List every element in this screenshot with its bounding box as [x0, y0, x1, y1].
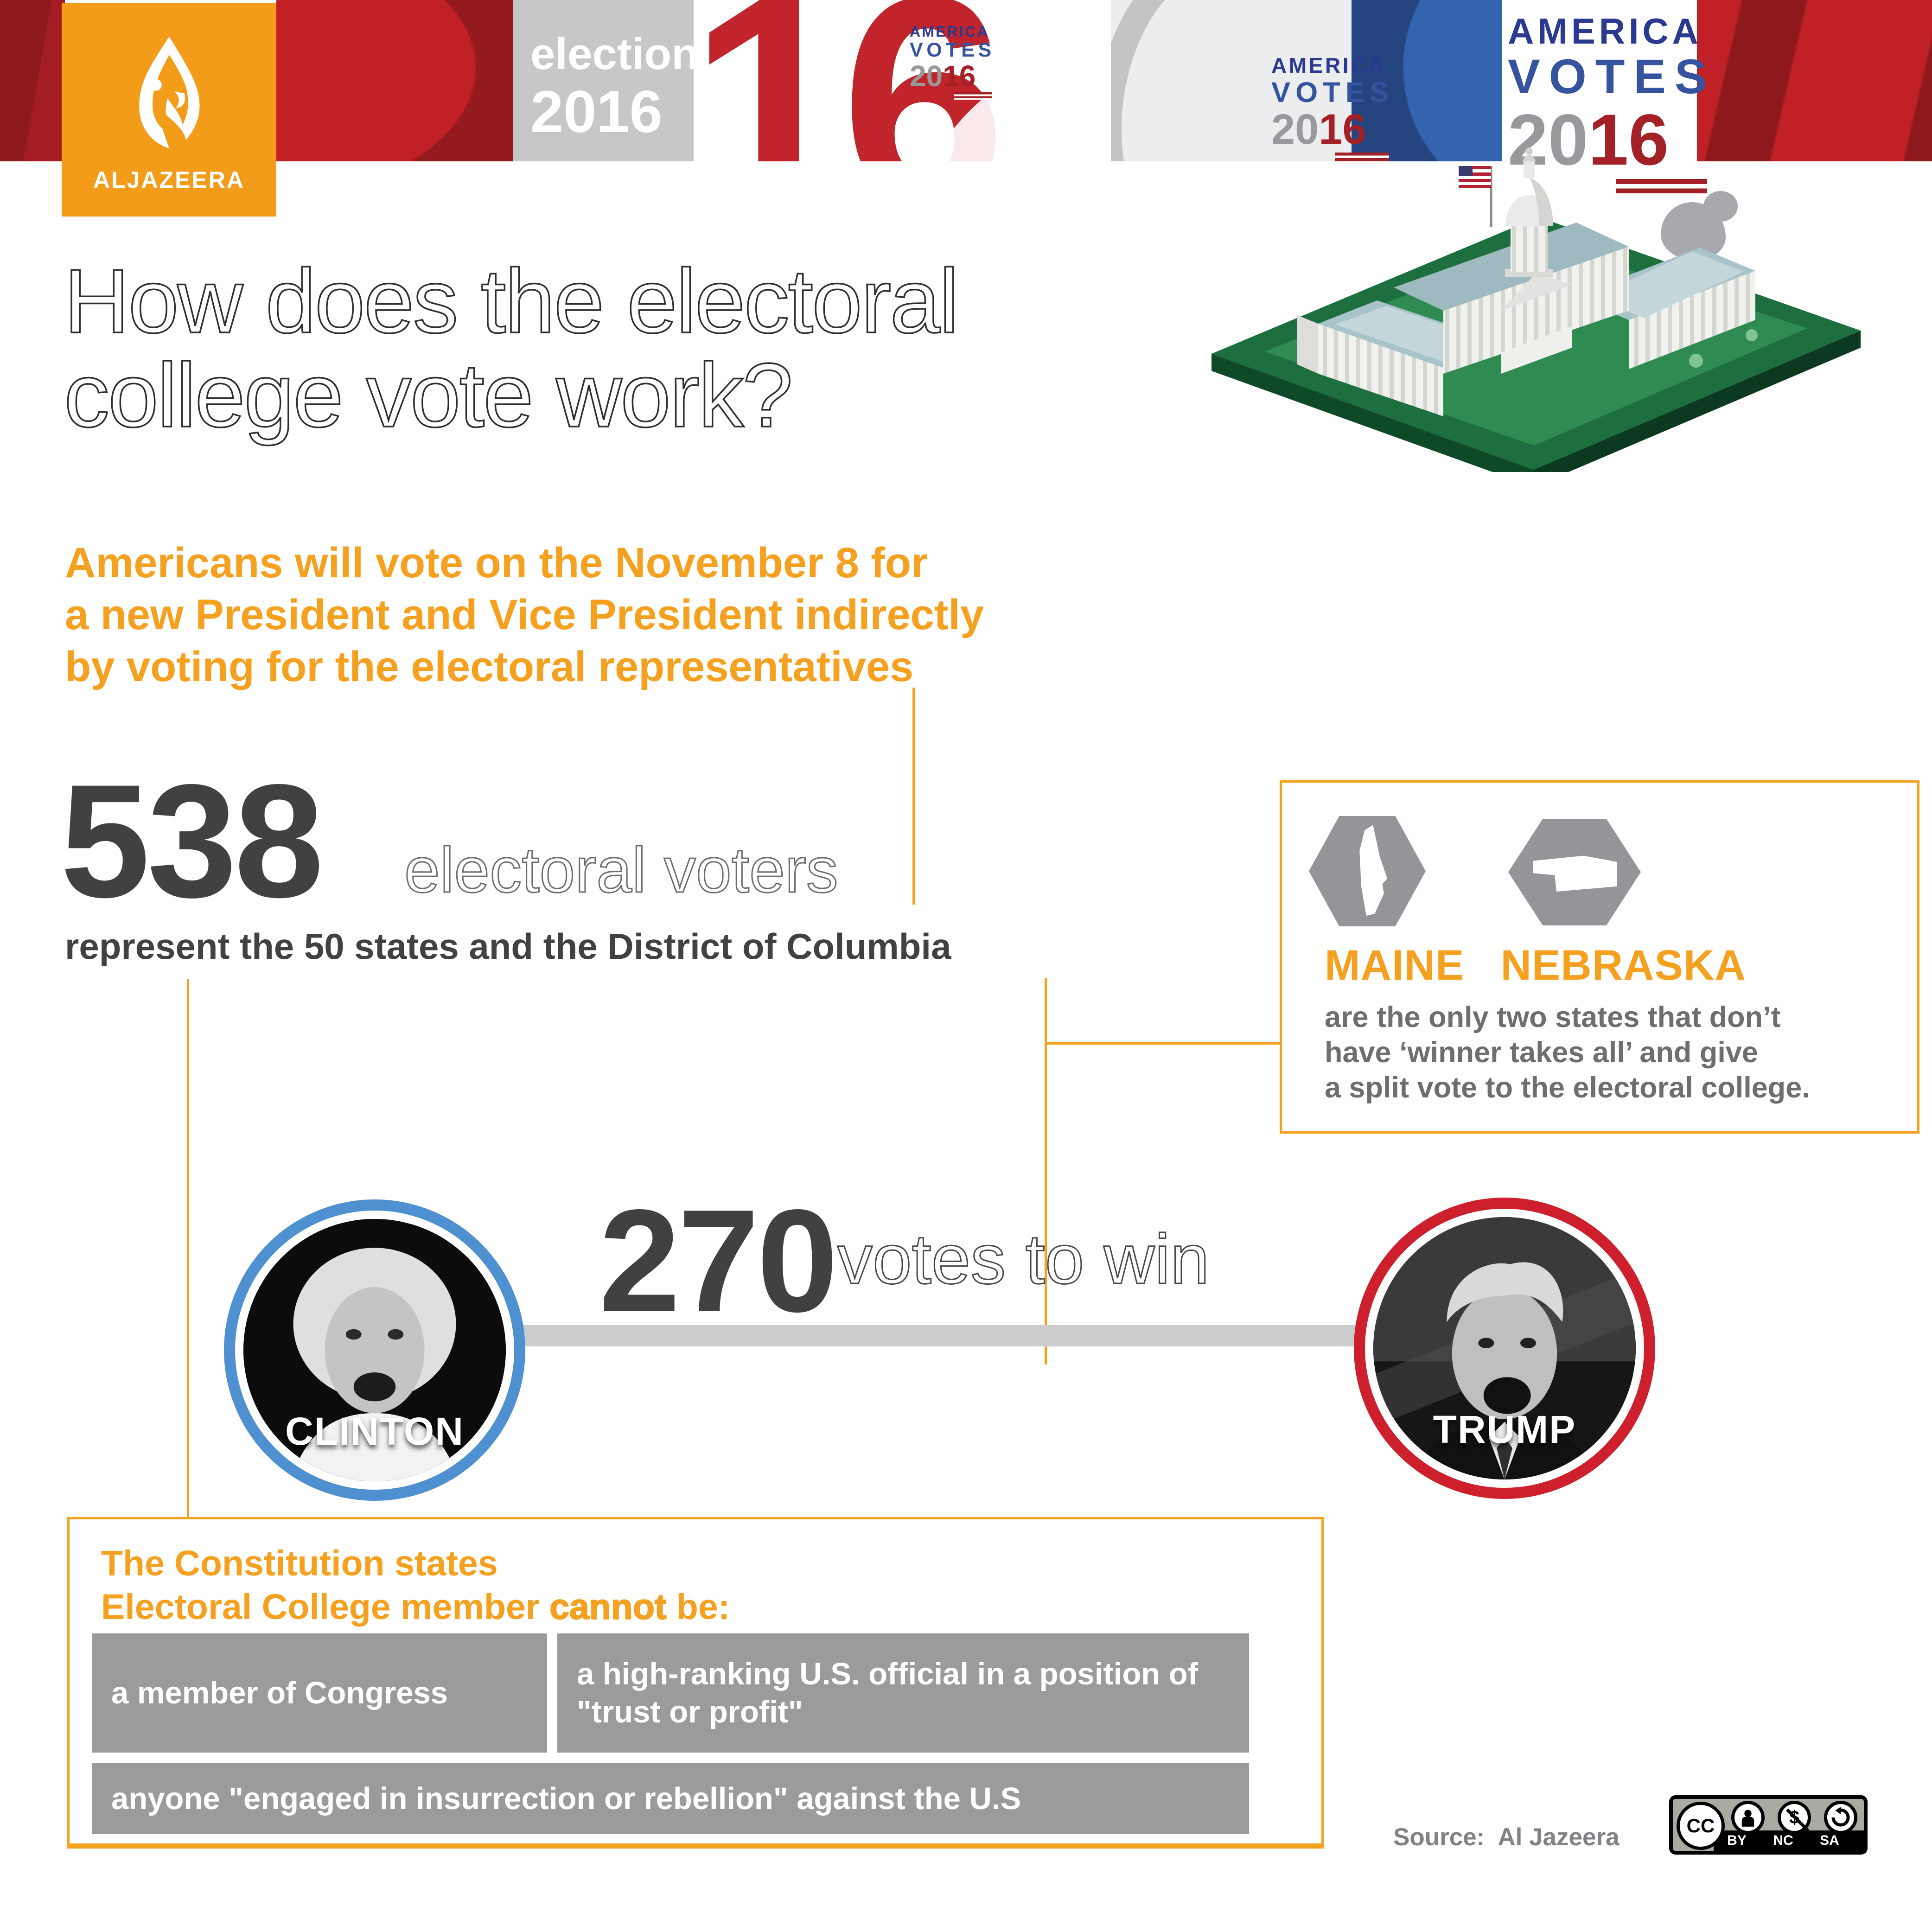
split-states-box: MAINE NEBRASKA are the only two states th… — [1280, 780, 1919, 1134]
clinton-name-label: CLINTON — [285, 1409, 464, 1453]
source-label: Source: — [1393, 1824, 1485, 1851]
maine-state-shape — [1359, 825, 1388, 916]
rule-box-insurrection: anyone "engaged in insurrection or rebel… — [92, 1763, 1249, 1834]
constitution-title-suffix: be: — [666, 1587, 730, 1627]
rule-box-congress: a member of Congress — [92, 1633, 547, 1753]
constitution-title-cannot: cannot — [549, 1587, 667, 1627]
source-line: Source: Al Jazeera — [1393, 1823, 1620, 1851]
intro-line2: a new President and Vice President indir… — [65, 591, 984, 638]
intro-text: Americans will vote on the November 8 fo… — [65, 537, 984, 693]
split-states-names: MAINE NEBRASKA — [1325, 941, 1746, 990]
constitution-title-line1: The Constitution states — [101, 1543, 498, 1583]
by-person-icon — [1731, 1801, 1765, 1834]
constitution-box: The Constitution states Electoral Colleg… — [67, 1517, 1324, 1849]
banner-gray-paren-block — [1111, 0, 1352, 161]
connector-subtitle-to-538 — [912, 688, 915, 905]
av-num-20: 20 — [1508, 99, 1588, 180]
election-badge-line1: election — [530, 29, 694, 79]
rule2-text: a high-ranking U.S. official in a positi… — [577, 1656, 1199, 1729]
banner-red-block-left — [0, 0, 65, 161]
stat-538-description: represent the 50 states and the District… — [65, 926, 951, 967]
banner-big-16-block: 16 — [694, 0, 1111, 161]
source-value: Al Jazeera — [1498, 1824, 1620, 1851]
av-num-16: 16 — [943, 59, 976, 93]
stat-270-label: votes to win — [837, 1220, 1211, 1299]
stat-538-value: 538 — [60, 751, 324, 931]
candidates-connector-bar — [482, 1325, 1405, 1346]
rule1-text: a member of Congress — [111, 1675, 448, 1710]
state-maine-label: MAINE — [1325, 942, 1465, 989]
split-states-text-line2: have ‘winner takes all’ and give — [1325, 1036, 1758, 1069]
connector-538-to-270 — [1045, 978, 1047, 1365]
aljazeera-flame-icon — [139, 36, 200, 148]
candidate-trump: TRUMP — [1354, 1198, 1655, 1499]
av-word-america: AMERICA — [1271, 53, 1386, 77]
rule3-text: anyone "engaged in insurrection or rebel… — [111, 1781, 1021, 1816]
intro-line3: by voting for the electoral representati… — [65, 643, 914, 690]
title-line2: college vote work? — [63, 344, 794, 446]
connector-538-to-constitution — [187, 979, 189, 1518]
cc-icon: CC — [1677, 1802, 1725, 1850]
america-votes-logo-medium: AMERICA VOTES 2016 — [1271, 55, 1394, 164]
av-num-20: 20 — [910, 59, 943, 93]
banner-red-block-right — [1697, 0, 1932, 161]
top-banner: election 2016 16 AMERICA VOTES 2016 AMER… — [0, 0, 1932, 198]
cc-license-badge: BY NC SA CC $ — [1669, 1795, 1868, 1855]
split-states-text: are the only two states that don’t have … — [1325, 1000, 1810, 1105]
av-stripes — [1616, 179, 1708, 198]
banner-red-swoosh-block — [276, 0, 513, 161]
trump-ring — [1354, 1198, 1655, 1499]
aljazeera-wordmark: ALJAZEERA — [93, 167, 245, 193]
av-num-16: 16 — [1319, 106, 1366, 153]
constitution-title: The Constitution states Electoral Colleg… — [101, 1542, 730, 1629]
av-word-votes: VOTES — [1271, 76, 1394, 108]
cc-nc-label: NC — [1773, 1833, 1793, 1848]
aljazeera-logo-block: ALJAZEERA — [62, 3, 276, 217]
election-badge-line2: 2016 — [530, 79, 663, 145]
banner-blue-block — [1352, 0, 1502, 161]
av-word-votes: VOTES — [1508, 50, 1716, 104]
av-word-votes: VOTES — [910, 39, 995, 62]
constitution-title-prefix: Electoral College member — [101, 1587, 550, 1627]
america-votes-logo-small: AMERICA VOTES 2016 — [910, 24, 995, 100]
sa-arrow-icon — [1824, 1801, 1857, 1834]
election-2016-badge: election 2016 — [513, 0, 694, 161]
candidate-clinton: CLINTON — [224, 1199, 525, 1501]
cc-license-strip: BY NC SA — [1714, 1830, 1864, 1851]
split-states-text-line3: a split vote to the electoral college. — [1325, 1071, 1810, 1104]
blob-head — [1703, 191, 1738, 222]
av-stripes — [1335, 152, 1389, 164]
split-states-text-line1: are the only two states that don’t — [1325, 1001, 1781, 1033]
stat-538-label: electoral voters — [404, 835, 839, 906]
page-title: How does the electoral college vote work… — [63, 250, 960, 446]
intro-line1: Americans will vote on the November 8 fo… — [65, 539, 928, 587]
state-nebraska-label: NEBRASKA — [1500, 942, 1746, 989]
capitol-building-icon — [1211, 147, 1861, 472]
av-num-16: 16 — [1588, 99, 1669, 180]
av-stripes — [954, 92, 992, 100]
connector-branch-to-splitbox — [1045, 1042, 1283, 1045]
stat-270-value: 270 — [599, 1179, 838, 1342]
us-flag-icon — [1459, 166, 1492, 227]
trump-name-label: TRUMP — [1433, 1408, 1576, 1451]
maine-hexagon-icon — [1309, 816, 1426, 926]
av-word-america: AMERICA — [910, 23, 989, 40]
clinton-ring — [224, 1199, 525, 1501]
banner-logo-block — [1502, 0, 1697, 161]
constitution-title-line2: Electoral College member cannot be: — [101, 1585, 730, 1629]
cc-sa-label: SA — [1820, 1833, 1839, 1848]
av-word-america: AMERICA — [1508, 11, 1702, 51]
america-votes-logo-large: AMERICA VOTES 2016 — [1508, 13, 1715, 198]
title-line1: How does the electoral — [63, 250, 960, 352]
nebraska-state-shape — [1533, 855, 1617, 892]
av-num-20: 20 — [1271, 106, 1319, 153]
cc-by-label: BY — [1727, 1833, 1747, 1848]
nc-dollar-icon: $ — [1778, 1801, 1811, 1834]
nebraska-hexagon-icon — [1508, 819, 1641, 925]
rule-box-official: a high-ranking U.S. official in a positi… — [557, 1633, 1249, 1753]
cc-text: CC — [1686, 1815, 1715, 1836]
